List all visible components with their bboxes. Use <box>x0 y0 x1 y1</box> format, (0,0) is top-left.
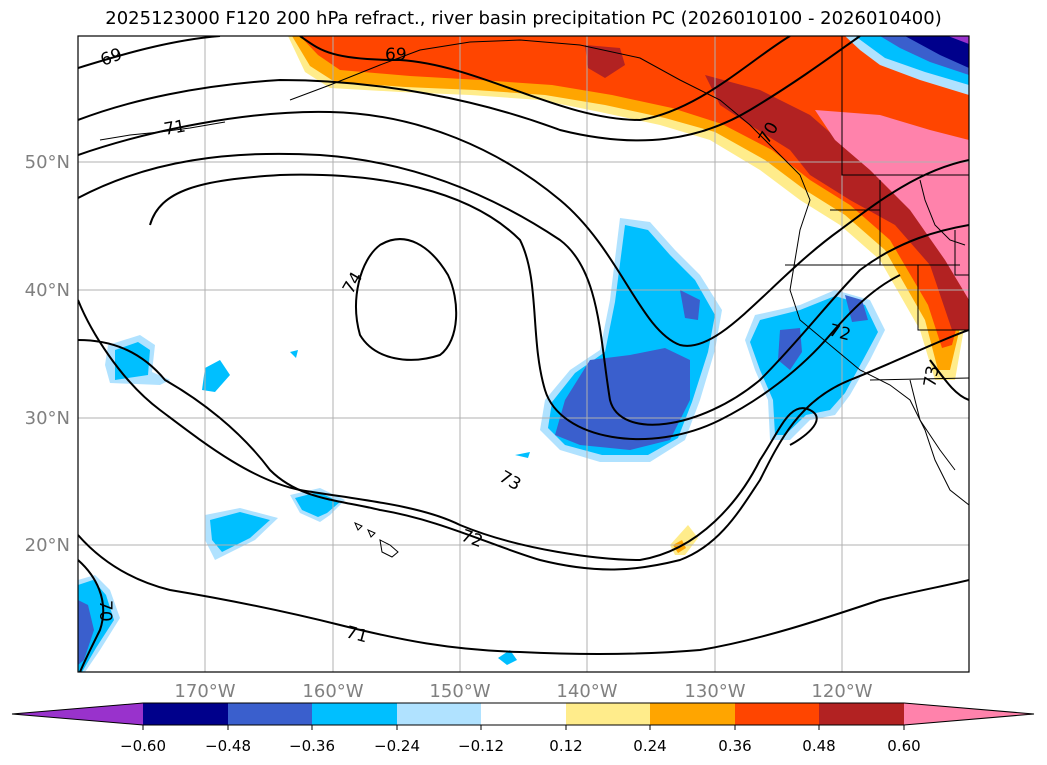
colorbar: −0.60 −0.48 −0.36 −0.24 −0.12 0.12 0.24 … <box>11 702 1035 755</box>
colorbar-tick-label: −0.12 <box>458 737 504 755</box>
contour-label: 71 <box>162 116 187 139</box>
colorbar-segment <box>819 703 904 725</box>
colorbar-ticks <box>142 725 905 730</box>
colorbar-tick-label: 0.60 <box>887 737 920 755</box>
colorbar-tick-label: −0.36 <box>289 737 335 755</box>
colorbar-extend-high <box>904 703 1034 725</box>
colorbar-segment <box>312 703 397 725</box>
negative-anomaly-northeast <box>845 36 969 95</box>
longitude-label: 140°W <box>556 681 617 702</box>
map-frame <box>77 35 970 673</box>
colorbar-segment <box>228 703 312 725</box>
map-title: 2025123000 F120 200 hPa refract., river … <box>105 8 942 29</box>
colorbar-tick-label: 0.48 <box>802 737 835 755</box>
negative-anomaly-california <box>745 290 885 440</box>
colorbar-segment <box>481 703 566 725</box>
colorbar-tick-label: −0.60 <box>120 737 166 755</box>
latitude-label: 50°N <box>25 152 70 173</box>
contour-label: 69 <box>385 45 407 65</box>
colorbar-tick-label: −0.48 <box>205 737 251 755</box>
longitude-label: 150°W <box>429 681 490 702</box>
latitude-labels: 50°N 40°N 30°N 20°N <box>25 152 70 556</box>
latitude-label: 40°N <box>25 280 70 301</box>
contour-label: 73 <box>920 364 943 389</box>
positive-anomaly-band <box>288 36 969 380</box>
longitude-label: 120°W <box>811 681 872 702</box>
latitude-label: 30°N <box>25 408 70 429</box>
colorbar-tick-label: 0.24 <box>633 737 666 755</box>
coastlines-borders <box>99 36 969 558</box>
longitude-labels: 170°W 160°W 150°W 140°W 130°W 120°W <box>174 681 872 702</box>
colorbar-tick-label: 0.36 <box>718 737 751 755</box>
contour-label: 70 <box>95 600 115 622</box>
colorbar-extend-low <box>12 703 143 725</box>
colorbar-tick-labels: −0.60 −0.48 −0.36 −0.24 −0.12 0.12 0.24 … <box>120 737 921 755</box>
longitude-label: 170°W <box>174 681 235 702</box>
colorbar-segment <box>566 703 650 725</box>
map-area: 69 69 71 70 74 72 73 72 71 70 73 <box>78 36 969 672</box>
colorbar-segment <box>735 703 819 725</box>
colorbar-tick-label: 0.12 <box>549 737 582 755</box>
colorbar-tick-label: −0.24 <box>374 737 420 755</box>
gridlines <box>78 36 969 672</box>
contour-lines <box>78 36 969 672</box>
longitude-label: 130°W <box>684 681 745 702</box>
colorbar-segment <box>143 703 228 725</box>
colorbar-segment <box>397 703 481 725</box>
longitude-label: 160°W <box>302 681 363 702</box>
colorbar-segment <box>650 703 735 725</box>
negative-anomaly-west-small <box>78 335 530 672</box>
negative-anomaly-central <box>540 218 722 462</box>
latitude-label: 20°N <box>25 535 70 556</box>
